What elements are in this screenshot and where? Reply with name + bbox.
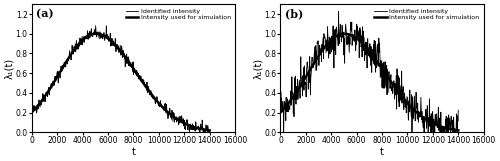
Identified intensity (126, 65, 132, 67)
Identified intensity (362, 47, 368, 48)
Intensity used for simulation (374, 61, 380, 62)
Intensity used for simulation (362, 45, 368, 47)
Identified intensity (196, 131, 202, 133)
Legend: Identified intensity, Intensity used for simulation: Identified intensity, Intensity used for… (124, 7, 232, 21)
Intensity used for simulation (126, 61, 132, 62)
Identified intensity (175, 117, 181, 119)
Identified intensity (384, 65, 390, 66)
Intensity used for simulation (114, 45, 119, 47)
Identified intensity (452, 131, 458, 133)
Text: (b): (b) (284, 8, 303, 19)
Y-axis label: λ₁(t): λ₁(t) (4, 58, 14, 79)
Identified intensity (424, 127, 430, 129)
Identified intensity (114, 47, 119, 49)
Intensity used for simulation (384, 75, 390, 76)
X-axis label: t: t (132, 147, 136, 157)
Legend: Identified intensity, Intensity used for simulation: Identified intensity, Intensity used for… (373, 7, 480, 21)
Y-axis label: λ₁(t): λ₁(t) (253, 58, 263, 79)
Intensity used for simulation (203, 129, 209, 131)
Intensity used for simulation (452, 129, 458, 131)
Intensity used for simulation (364, 47, 370, 49)
Identified intensity (29, 110, 35, 112)
Identified intensity (336, 11, 342, 13)
Intensity used for simulation (29, 111, 35, 113)
Identified intensity (92, 25, 98, 27)
X-axis label: t: t (380, 147, 384, 157)
Intensity used for simulation (206, 129, 212, 131)
Line: Identified intensity: Identified intensity (32, 26, 210, 132)
Line: Intensity used for simulation: Intensity used for simulation (280, 34, 458, 130)
Intensity used for simulation (278, 111, 283, 113)
Intensity used for simulation (114, 47, 120, 49)
Identified intensity (135, 72, 141, 74)
Identified intensity (364, 42, 370, 43)
Intensity used for simulation (341, 33, 347, 35)
Intensity used for simulation (424, 119, 430, 121)
Intensity used for simulation (92, 33, 98, 35)
Identified intensity (278, 113, 283, 115)
Line: Identified intensity: Identified intensity (280, 12, 458, 132)
Identified intensity (203, 126, 209, 128)
Identified intensity (114, 47, 120, 49)
Identified intensity (425, 131, 431, 133)
Line: Intensity used for simulation: Intensity used for simulation (32, 34, 210, 130)
Identified intensity (374, 46, 380, 48)
Intensity used for simulation (135, 75, 141, 76)
Intensity used for simulation (175, 119, 181, 121)
Intensity used for simulation (456, 129, 462, 131)
Identified intensity (206, 131, 212, 133)
Text: (a): (a) (36, 8, 54, 19)
Identified intensity (456, 109, 462, 111)
